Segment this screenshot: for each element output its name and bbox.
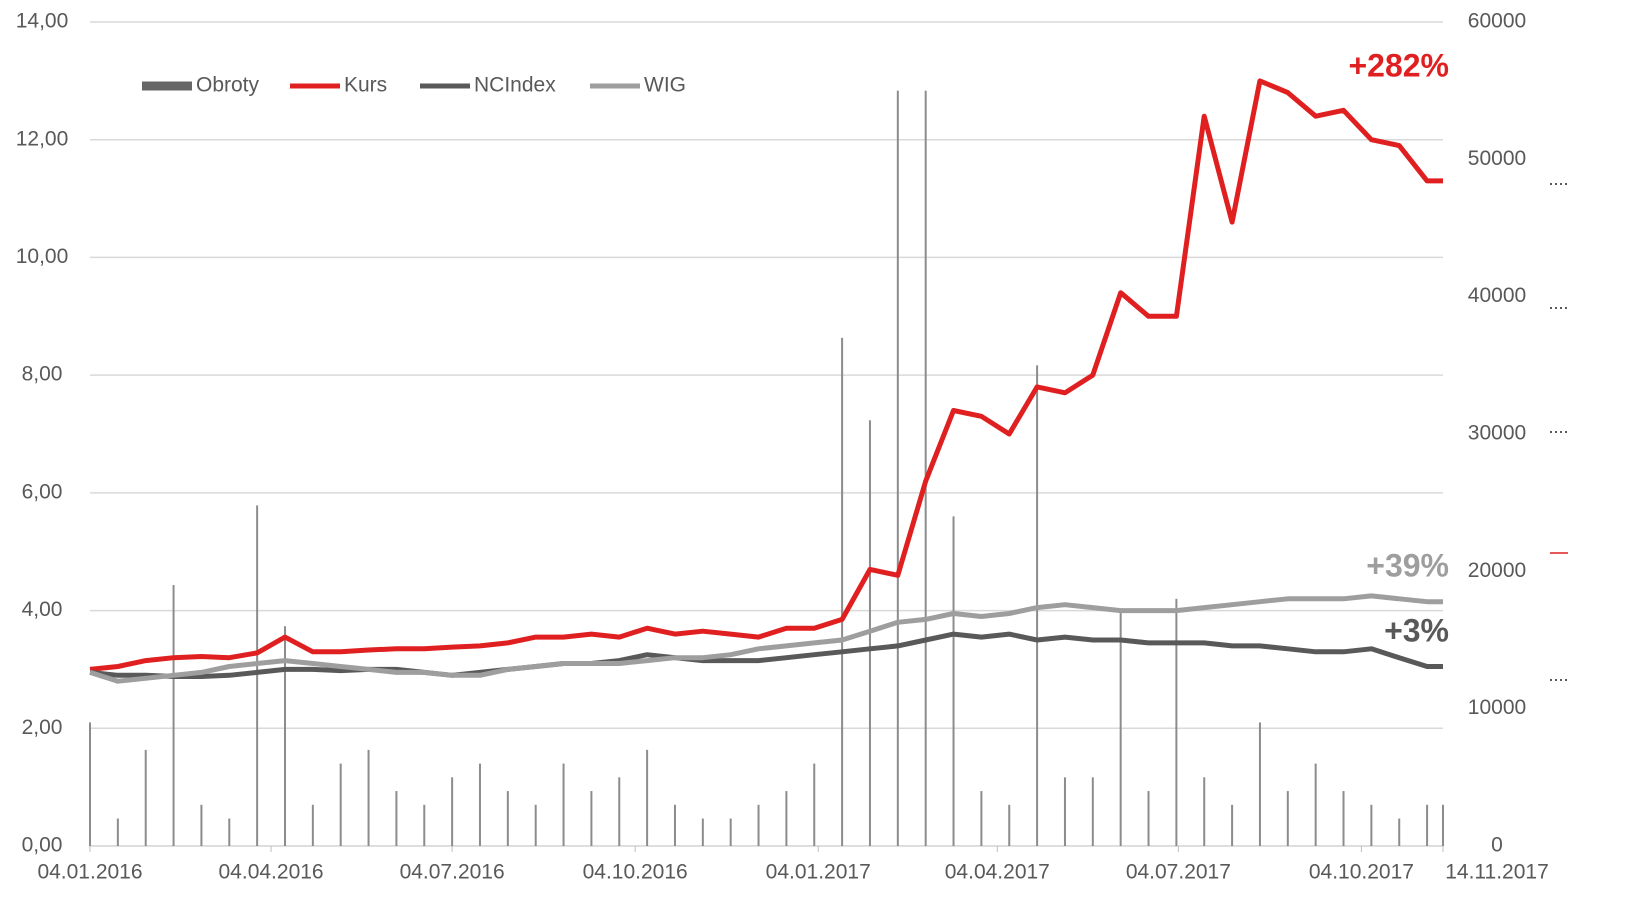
volume-bar [952, 516, 955, 846]
legend-item: WIG [590, 74, 686, 97]
volume-bar [1426, 804, 1429, 846]
volume-bar [729, 818, 732, 846]
volume-bar [1063, 777, 1066, 846]
volume-bar [144, 749, 147, 846]
y-tick-label: 2,00 [22, 716, 63, 739]
volume-bar [534, 804, 537, 846]
annotation: +3% [1384, 612, 1449, 648]
volume-bar [1203, 777, 1206, 846]
volume-bar [896, 90, 899, 846]
y-tick-label: 0,00 [22, 834, 63, 857]
x-tick-label: 04.10.2017 [1309, 861, 1414, 884]
y2-tick-label: 40000 [1468, 284, 1526, 307]
x-tick-label: 04.01.2017 [766, 861, 871, 884]
x-tick-label: 04.07.2016 [400, 861, 505, 884]
volume-bar [618, 777, 621, 846]
y-tick-label: 6,00 [22, 480, 63, 503]
y2-tick-label: 20000 [1468, 559, 1526, 582]
y-tick-label: 12,00 [16, 127, 69, 150]
volume-bar [1147, 791, 1150, 846]
volume-bar [1370, 804, 1373, 846]
y2-tick-label: 10000 [1468, 696, 1526, 719]
y-tick-label: 10,00 [16, 245, 69, 268]
x-tick-label: 04.01.2016 [37, 861, 142, 884]
volume-bar [256, 505, 259, 846]
legend-label: NCIndex [474, 74, 556, 97]
volume-bar [1231, 804, 1234, 846]
volume-bar [785, 791, 788, 846]
annotation: +39% [1366, 547, 1449, 583]
volume-bar [646, 749, 649, 846]
volume-bar [367, 749, 370, 846]
y2-tick-label: 0 [1491, 834, 1503, 857]
annotation: +282% [1348, 47, 1449, 83]
volume-bar [116, 818, 119, 846]
series-line [89, 593, 1443, 684]
volume-bar [673, 804, 676, 846]
volume-bar [757, 804, 760, 846]
right-decor [1550, 183, 1568, 681]
y-tick-label: 4,00 [22, 598, 63, 621]
volume-bar [283, 626, 286, 846]
volume-bar [423, 804, 426, 846]
volume-bar [200, 804, 203, 846]
volume-bar [1175, 598, 1178, 846]
volume-bar [1091, 777, 1094, 846]
x-tick-label: 04.07.2017 [1126, 861, 1231, 884]
y2-tick-label: 50000 [1468, 147, 1526, 170]
y2-tick-label: 30000 [1468, 422, 1526, 445]
volume-bar [228, 818, 231, 846]
volume-bar [1314, 763, 1317, 846]
volume-bar [1008, 804, 1011, 846]
x-tick-label: 04.10.2016 [583, 861, 688, 884]
volume-bar [1286, 791, 1289, 846]
volume-bar [980, 791, 983, 846]
legend-label: Obroty [196, 74, 260, 97]
legend-item: Obroty [142, 74, 260, 97]
volume-bar [813, 763, 816, 846]
series-line [89, 78, 1443, 672]
volume-bar [172, 585, 175, 846]
x-tick-label: 04.04.2016 [219, 861, 324, 884]
volume-bar [1119, 612, 1122, 846]
y-tick-label: 8,00 [22, 363, 63, 386]
legend-label: Kurs [344, 74, 387, 97]
x-tick-label: 14.11.2017 [1445, 861, 1549, 884]
volume-bar [590, 791, 593, 846]
volume-bar [89, 722, 91, 846]
volume-bar [701, 818, 704, 846]
volume-bar [478, 763, 481, 846]
legend-item: Kurs [290, 74, 387, 97]
volume-bar [1258, 722, 1261, 846]
volume-bar [924, 90, 927, 846]
y-tick-label: 14,00 [16, 10, 69, 33]
volume-bar [451, 777, 454, 846]
legend-item: NCIndex [420, 74, 556, 97]
volume-bar [311, 804, 314, 846]
volume-bar [506, 791, 509, 846]
legend-label: WIG [644, 74, 686, 97]
volume-bar [395, 791, 398, 846]
volume-bar [1442, 804, 1444, 846]
series-line [89, 631, 1443, 679]
y2-tick-label: 60000 [1468, 10, 1526, 33]
volume-bar [841, 337, 844, 846]
x-tick-label: 04.04.2017 [945, 861, 1050, 884]
volume-bar [1342, 791, 1345, 846]
volume-bar [562, 763, 565, 846]
volume-bar [339, 763, 342, 846]
volume-bar [1398, 818, 1401, 846]
